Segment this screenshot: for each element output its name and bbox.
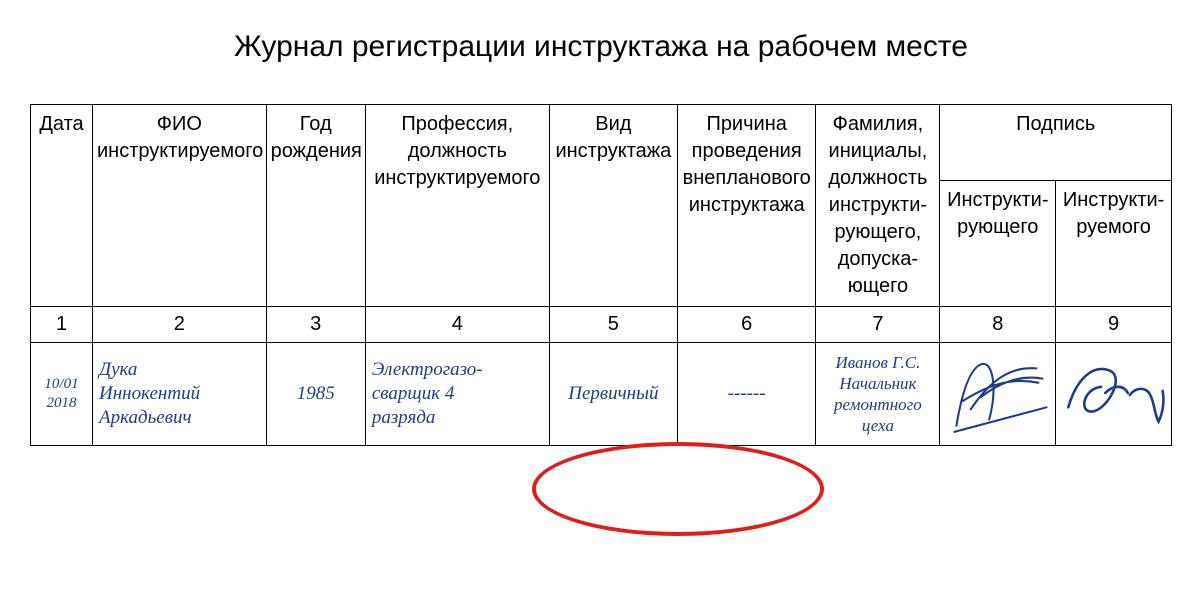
highlight-ellipse xyxy=(532,442,824,536)
col-signature-group: Подпись xyxy=(940,105,1172,181)
cell-type: Первичный xyxy=(549,343,677,446)
cell-sig-trainee xyxy=(1056,343,1172,446)
colnum-3: 3 xyxy=(266,307,365,343)
table-wrapper: Дата ФИО инструктируемого Год рождения П… xyxy=(30,104,1172,446)
colnum-2: 2 xyxy=(93,307,267,343)
cell-date: 10/01 2018 xyxy=(31,343,93,446)
colnum-4: 4 xyxy=(365,307,549,343)
cell-instructor: Иванов Г.С. Начальник ремонтного цеха xyxy=(816,343,940,446)
colnum-6: 6 xyxy=(677,307,815,343)
cell-sig-instructor xyxy=(940,343,1056,446)
col-year: Год рождения xyxy=(266,105,365,307)
signature-instructor-icon xyxy=(940,343,1055,445)
colnum-9: 9 xyxy=(1056,307,1172,343)
cell-reason: ------ xyxy=(677,343,815,446)
colnum-1: 1 xyxy=(31,307,93,343)
briefing-log-table: Дата ФИО инструктируемого Год рождения П… xyxy=(30,104,1172,446)
cell-year: 1985 xyxy=(266,343,365,446)
col-reason: Причина проведения внепланового инструкт… xyxy=(677,105,815,307)
page-title: Журнал регистрации инструктажа на рабоче… xyxy=(30,30,1172,64)
col-prof: Профессия, должность инструктируемого xyxy=(365,105,549,307)
cell-prof: Электрогазо- сварщик 4 разряда xyxy=(365,343,549,446)
data-row: 10/01 2018 Дука Иннокентий Аркадьевич 19… xyxy=(31,343,1172,446)
col-fio: ФИО инструктируемого xyxy=(93,105,267,307)
col-sig-trainee: Инструкти- руемого xyxy=(1056,180,1172,307)
col-type: Вид инструктажа xyxy=(549,105,677,307)
header-row-1: Дата ФИО инструктируемого Год рождения П… xyxy=(31,105,1172,181)
signature-trainee-icon xyxy=(1056,343,1171,445)
colnum-7: 7 xyxy=(816,307,940,343)
colnum-8: 8 xyxy=(940,307,1056,343)
col-instructor: Фамилия, инициалы, должность инструкти- … xyxy=(816,105,940,307)
cell-fio: Дука Иннокентий Аркадьевич xyxy=(93,343,267,446)
column-number-row: 1 2 3 4 5 6 7 8 9 xyxy=(31,307,1172,343)
col-sig-instructor: Инструкти- рующего xyxy=(940,180,1056,307)
col-date: Дата xyxy=(31,105,93,307)
colnum-5: 5 xyxy=(549,307,677,343)
